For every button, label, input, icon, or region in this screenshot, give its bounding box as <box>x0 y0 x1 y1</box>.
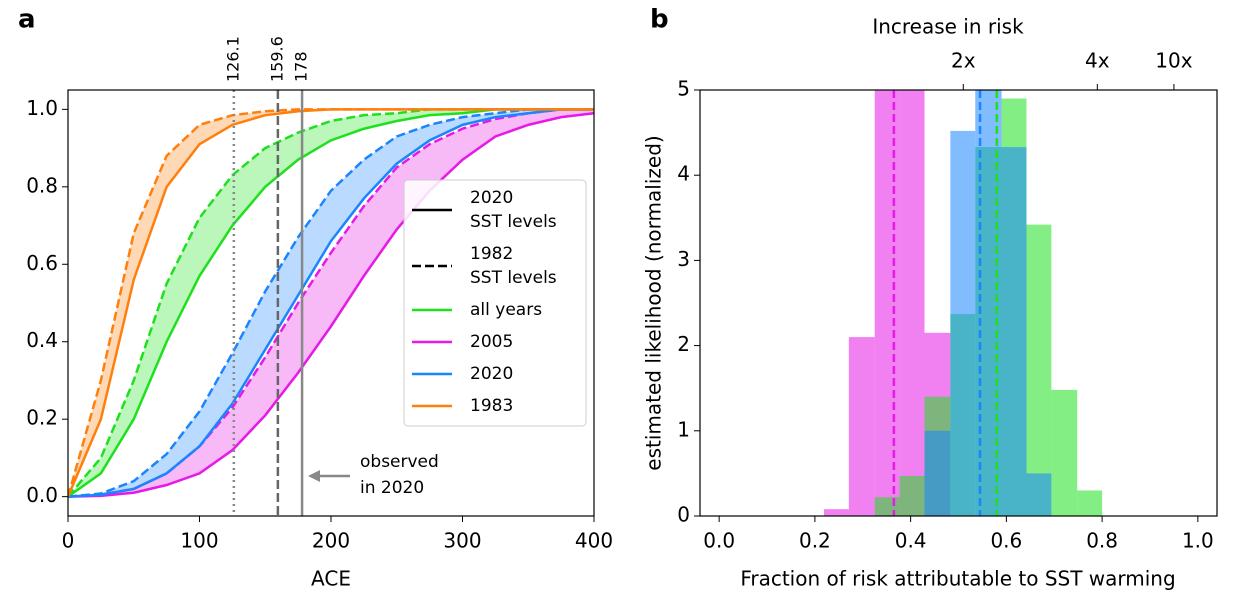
panel-label: b <box>650 5 669 35</box>
top-tick-label: 10x <box>1155 49 1192 73</box>
histogram-bar <box>1026 473 1052 516</box>
x-tick-label: 1.0 <box>1182 529 1214 553</box>
legend-label: all years <box>470 300 542 320</box>
x-tick-label: 0.4 <box>895 529 927 553</box>
legend-label: 1983 <box>470 396 513 416</box>
x-tick-label: 0.6 <box>990 529 1022 553</box>
legend-label: SST levels <box>470 212 557 232</box>
y-tick-label: 0.8 <box>26 173 58 197</box>
plot-area <box>68 108 594 498</box>
histogram-bar <box>1001 147 1027 516</box>
y-tick-label: 0 <box>677 503 690 527</box>
line <box>68 108 594 498</box>
histogram-bar <box>874 90 900 516</box>
legend-label: 2020 <box>470 188 513 208</box>
legend-label: 2020 <box>470 364 513 384</box>
y-tick-label: 2 <box>677 332 690 356</box>
histogram-bar <box>1051 389 1078 516</box>
y-tick-label: 4 <box>677 162 690 186</box>
histogram-bar <box>899 475 925 516</box>
x-tick-label: 0 <box>62 529 75 553</box>
y-tick-label: 0.0 <box>26 483 58 507</box>
y-tick-label: 1 <box>677 417 690 441</box>
x-axis-label: ACE <box>311 567 351 591</box>
annotation: in 2020 <box>360 478 424 498</box>
histogram-bar <box>848 337 875 516</box>
y-tick-label: 0.6 <box>26 251 58 275</box>
band <box>68 109 594 497</box>
x-tick-label: 300 <box>443 529 481 553</box>
legend-label: SST levels <box>470 268 557 288</box>
y-tick-label: 1.0 <box>26 96 58 120</box>
axes-frame <box>699 89 1218 517</box>
annotation: observed <box>360 452 439 472</box>
histogram-bar <box>874 497 900 516</box>
x-tick-label: 0.8 <box>1086 529 1118 553</box>
histogram-bar <box>823 509 849 516</box>
x-tick-label: 0.2 <box>799 529 831 553</box>
y-tick-label: 5 <box>677 77 690 101</box>
histogram-bar <box>899 90 925 516</box>
histogram-bar <box>1026 224 1052 516</box>
legend-box <box>403 179 587 427</box>
band <box>68 109 594 497</box>
reference-label: 126.1 <box>223 36 242 82</box>
x-tick-label: 0.0 <box>703 529 735 553</box>
annotation-arrowhead <box>308 470 320 482</box>
top-tick-label: 2x <box>951 49 976 73</box>
y-tick-label: 0.2 <box>26 406 58 430</box>
y-tick-label: 0.4 <box>26 328 58 352</box>
y-tick-label: 3 <box>677 247 690 271</box>
line <box>68 108 594 498</box>
histogram-bar <box>1077 490 1103 516</box>
y-axis-label: estimated likelihood (normalized) <box>642 135 666 470</box>
x-tick-label: 200 <box>312 529 350 553</box>
histogram-bar <box>950 130 976 516</box>
reference-label: 178 <box>292 51 311 82</box>
line <box>68 108 594 498</box>
top-axis-label: Increase in risk <box>872 15 1024 39</box>
x-axis-label: Fraction of risk attributable to SST war… <box>740 567 1175 591</box>
panel-label: a <box>18 5 36 35</box>
line <box>68 111 594 498</box>
top-tick-label: 4x <box>1085 49 1110 73</box>
legend-label: 1982 <box>470 244 513 264</box>
line <box>68 108 594 497</box>
plot-area <box>823 90 1103 516</box>
x-tick-label: 100 <box>180 529 218 553</box>
legend-label: 2005 <box>470 332 513 352</box>
histogram-bar <box>924 430 951 516</box>
x-tick-label: 400 <box>575 529 613 553</box>
reference-label: 159.6 <box>267 36 286 82</box>
